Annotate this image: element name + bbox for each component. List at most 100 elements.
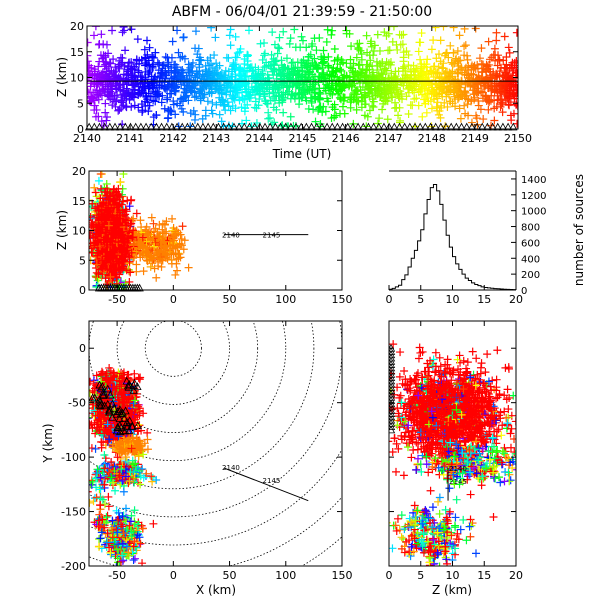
- source-point: [90, 184, 98, 192]
- source-point: [513, 120, 521, 128]
- y-axis-title: number of sources: [572, 174, 586, 286]
- source-point: [179, 222, 187, 230]
- source-point: [384, 115, 392, 123]
- source-point: [152, 274, 160, 282]
- x-tick-label: 0: [170, 293, 177, 306]
- source-point: [341, 110, 349, 118]
- source-point: [394, 111, 402, 119]
- x-tick-label: 2145: [289, 132, 317, 145]
- x-tick-label: -50: [108, 293, 126, 306]
- source-point: [103, 113, 111, 121]
- source-point: [492, 36, 500, 44]
- y-tick-label: 15: [70, 46, 84, 59]
- source-point: [143, 36, 151, 44]
- source-point: [400, 57, 408, 65]
- source-point: [101, 100, 109, 108]
- source-point: [439, 23, 447, 31]
- source-point: [133, 209, 141, 217]
- source-point: [324, 26, 332, 34]
- source-point: [232, 33, 240, 41]
- x-tick-label: 10: [446, 293, 460, 306]
- source-point: [410, 95, 418, 103]
- source-point: [260, 51, 268, 59]
- source-point: [339, 103, 347, 111]
- source-point: [386, 46, 394, 54]
- source-point: [119, 28, 127, 36]
- source-point: [457, 115, 465, 123]
- source-point: [275, 34, 283, 42]
- x-z-sources: [81, 170, 192, 291]
- source-point: [227, 26, 235, 34]
- source-point: [477, 105, 485, 113]
- source-point: [84, 57, 92, 65]
- source-point: [223, 54, 231, 62]
- source-point: [207, 24, 215, 32]
- source-point: [492, 29, 500, 37]
- time-height-sources: [83, 22, 521, 130]
- source-point: [132, 268, 140, 276]
- source-point: [396, 119, 404, 127]
- source-point: [191, 111, 199, 119]
- source-point: [328, 27, 336, 35]
- y-tick-label: 1000: [521, 207, 546, 218]
- source-point: [90, 31, 98, 39]
- source-point: [399, 40, 407, 48]
- source-point: [95, 41, 103, 49]
- source-point: [415, 102, 423, 110]
- source-point: [146, 44, 154, 52]
- source-point: [140, 267, 148, 275]
- source-point: [423, 109, 431, 117]
- plan-view-plot-area: 2140 2145: [0, 67, 454, 600]
- range-ring: [0, 67, 454, 600]
- y-tick-label: 200: [521, 270, 540, 281]
- track-label: 2140: [222, 232, 240, 240]
- source-point: [499, 108, 507, 116]
- source-point: [323, 38, 331, 46]
- source-point: [405, 110, 413, 118]
- y-tick-label: 15: [72, 195, 86, 208]
- source-point: [283, 54, 291, 62]
- x-tick-label: 100: [275, 293, 296, 306]
- x-tick-label: 2146: [332, 132, 360, 145]
- source-point: [418, 29, 426, 37]
- x-axis-title: Time (UT): [272, 147, 332, 161]
- source-point: [290, 25, 298, 33]
- figure-title: ABFM - 06/04/01 21:39:59 - 21:50:00: [172, 4, 432, 20]
- source-point: [454, 47, 462, 55]
- source-point: [212, 101, 220, 109]
- source-point: [216, 111, 224, 119]
- source-point: [260, 39, 268, 47]
- x-tick-label: 2144: [245, 132, 273, 145]
- y-tick-label: 10: [72, 225, 86, 238]
- y-tick-label: 20: [70, 20, 84, 33]
- source-point: [168, 54, 176, 62]
- source-point: [477, 44, 485, 52]
- source-point: [82, 244, 90, 252]
- source-point: [257, 40, 265, 48]
- source-point: [485, 38, 493, 46]
- source-point: [310, 55, 318, 63]
- y-tick-label: 1200: [521, 191, 546, 202]
- source-point: [513, 29, 521, 37]
- source-point: [101, 109, 109, 117]
- source-point: [131, 101, 139, 109]
- source-point: [79, 418, 87, 426]
- x-tick-label: 50: [223, 293, 237, 306]
- x-tick-label: 2147: [375, 132, 403, 145]
- source-point: [171, 271, 179, 279]
- source-point: [268, 28, 276, 36]
- source-point: [376, 47, 384, 55]
- x-tick-label: 150: [332, 293, 353, 306]
- source-point: [275, 45, 283, 53]
- source-point: [84, 39, 92, 47]
- source-point: [208, 99, 216, 107]
- source-point: [501, 32, 509, 40]
- source-point: [437, 36, 445, 44]
- source-point: [95, 177, 103, 185]
- x-tick-label: 2148: [418, 132, 446, 145]
- source-point: [416, 38, 424, 46]
- source-point: [204, 97, 212, 105]
